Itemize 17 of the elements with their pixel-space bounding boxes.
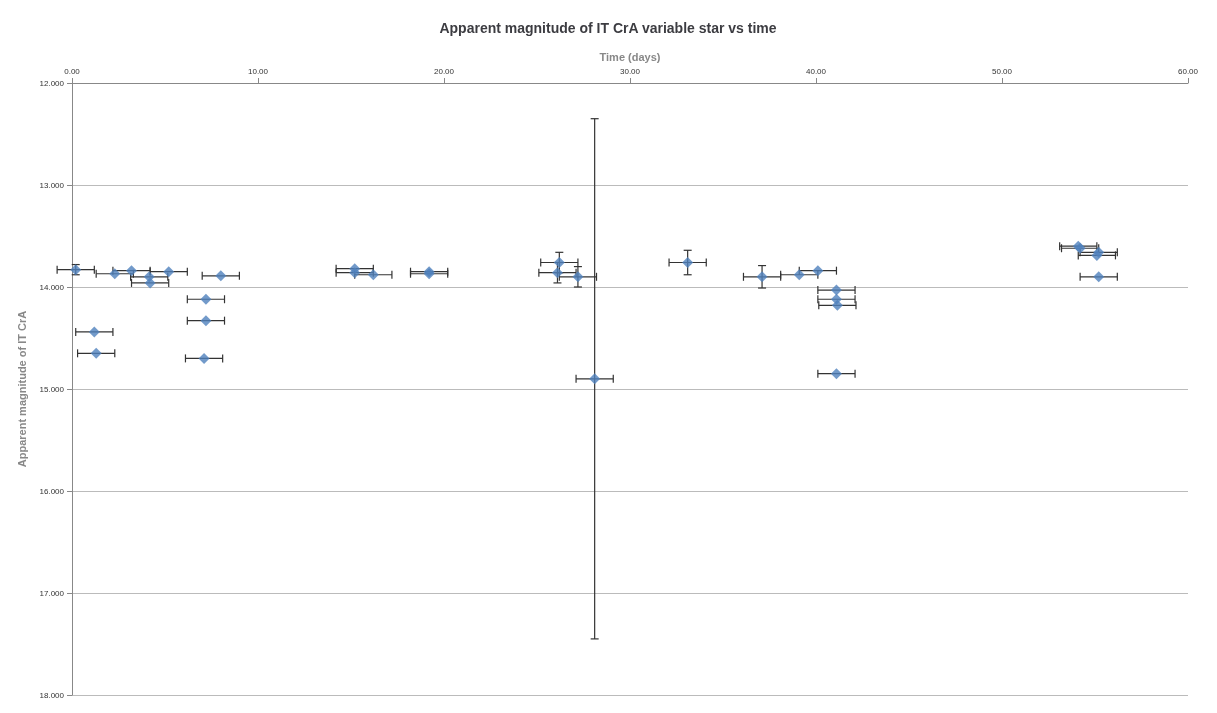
chart-title: Apparent magnitude of IT CrA variable star vs time xyxy=(439,20,777,36)
y-axis-title: Apparent magnitude of IT CrA xyxy=(15,310,28,468)
x-tick-label: 30.00 xyxy=(619,66,641,76)
x-axis-title: Time (days) xyxy=(599,50,661,63)
x-tick-label: 20.00 xyxy=(433,66,455,76)
x-tick-label: 50.00 xyxy=(991,66,1013,76)
x-tick-label: 0.00 xyxy=(64,66,81,76)
x-tick-label: 60.00 xyxy=(1177,66,1199,76)
y-tick-label: 14.000 xyxy=(39,282,65,292)
y-tick-label: 18.000 xyxy=(39,690,65,700)
y-tick-label: 16.000 xyxy=(39,486,65,496)
y-tick-label: 13.000 xyxy=(39,180,65,190)
x-tick-label: 10.00 xyxy=(247,66,269,76)
x-tick-label: 40.00 xyxy=(805,66,827,76)
y-tick-label: 17.000 xyxy=(39,588,65,598)
y-tick-label: 15.000 xyxy=(39,384,65,394)
y-tick-label: 12.000 xyxy=(39,78,65,88)
